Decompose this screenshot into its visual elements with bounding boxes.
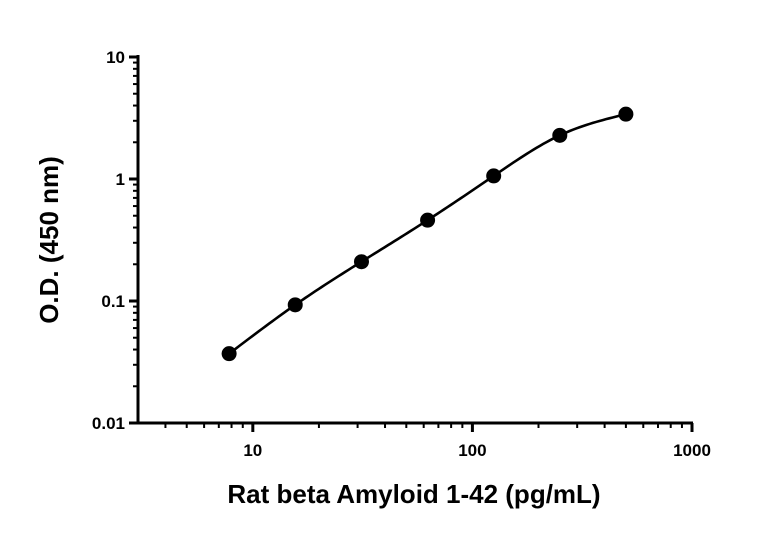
x-axis-title: Rat beta Amyloid 1-42 (pg/mL) — [227, 479, 600, 509]
axes: 0.01 0.1 1 10 10 100 1000 — [92, 48, 711, 460]
y-tick-label: 0.1 — [101, 292, 125, 311]
data-point — [552, 127, 568, 143]
data-point — [353, 254, 369, 270]
fit-curve — [228, 112, 627, 355]
x-tick-label: 10 — [243, 441, 262, 460]
y-axis-title: O.D. (450 nm) — [34, 156, 64, 324]
y-tick-label: 1 — [116, 170, 125, 189]
x-tick-label: 1000 — [673, 441, 711, 460]
y-tick-label: 10 — [106, 48, 125, 67]
data-point — [486, 168, 502, 184]
data-point — [221, 346, 237, 362]
data-point — [287, 297, 303, 313]
y-tick-label: 0.01 — [92, 414, 125, 433]
data-points — [221, 106, 634, 362]
data-point — [420, 212, 436, 228]
x-tick-label: 100 — [458, 441, 486, 460]
data-point — [618, 106, 634, 122]
